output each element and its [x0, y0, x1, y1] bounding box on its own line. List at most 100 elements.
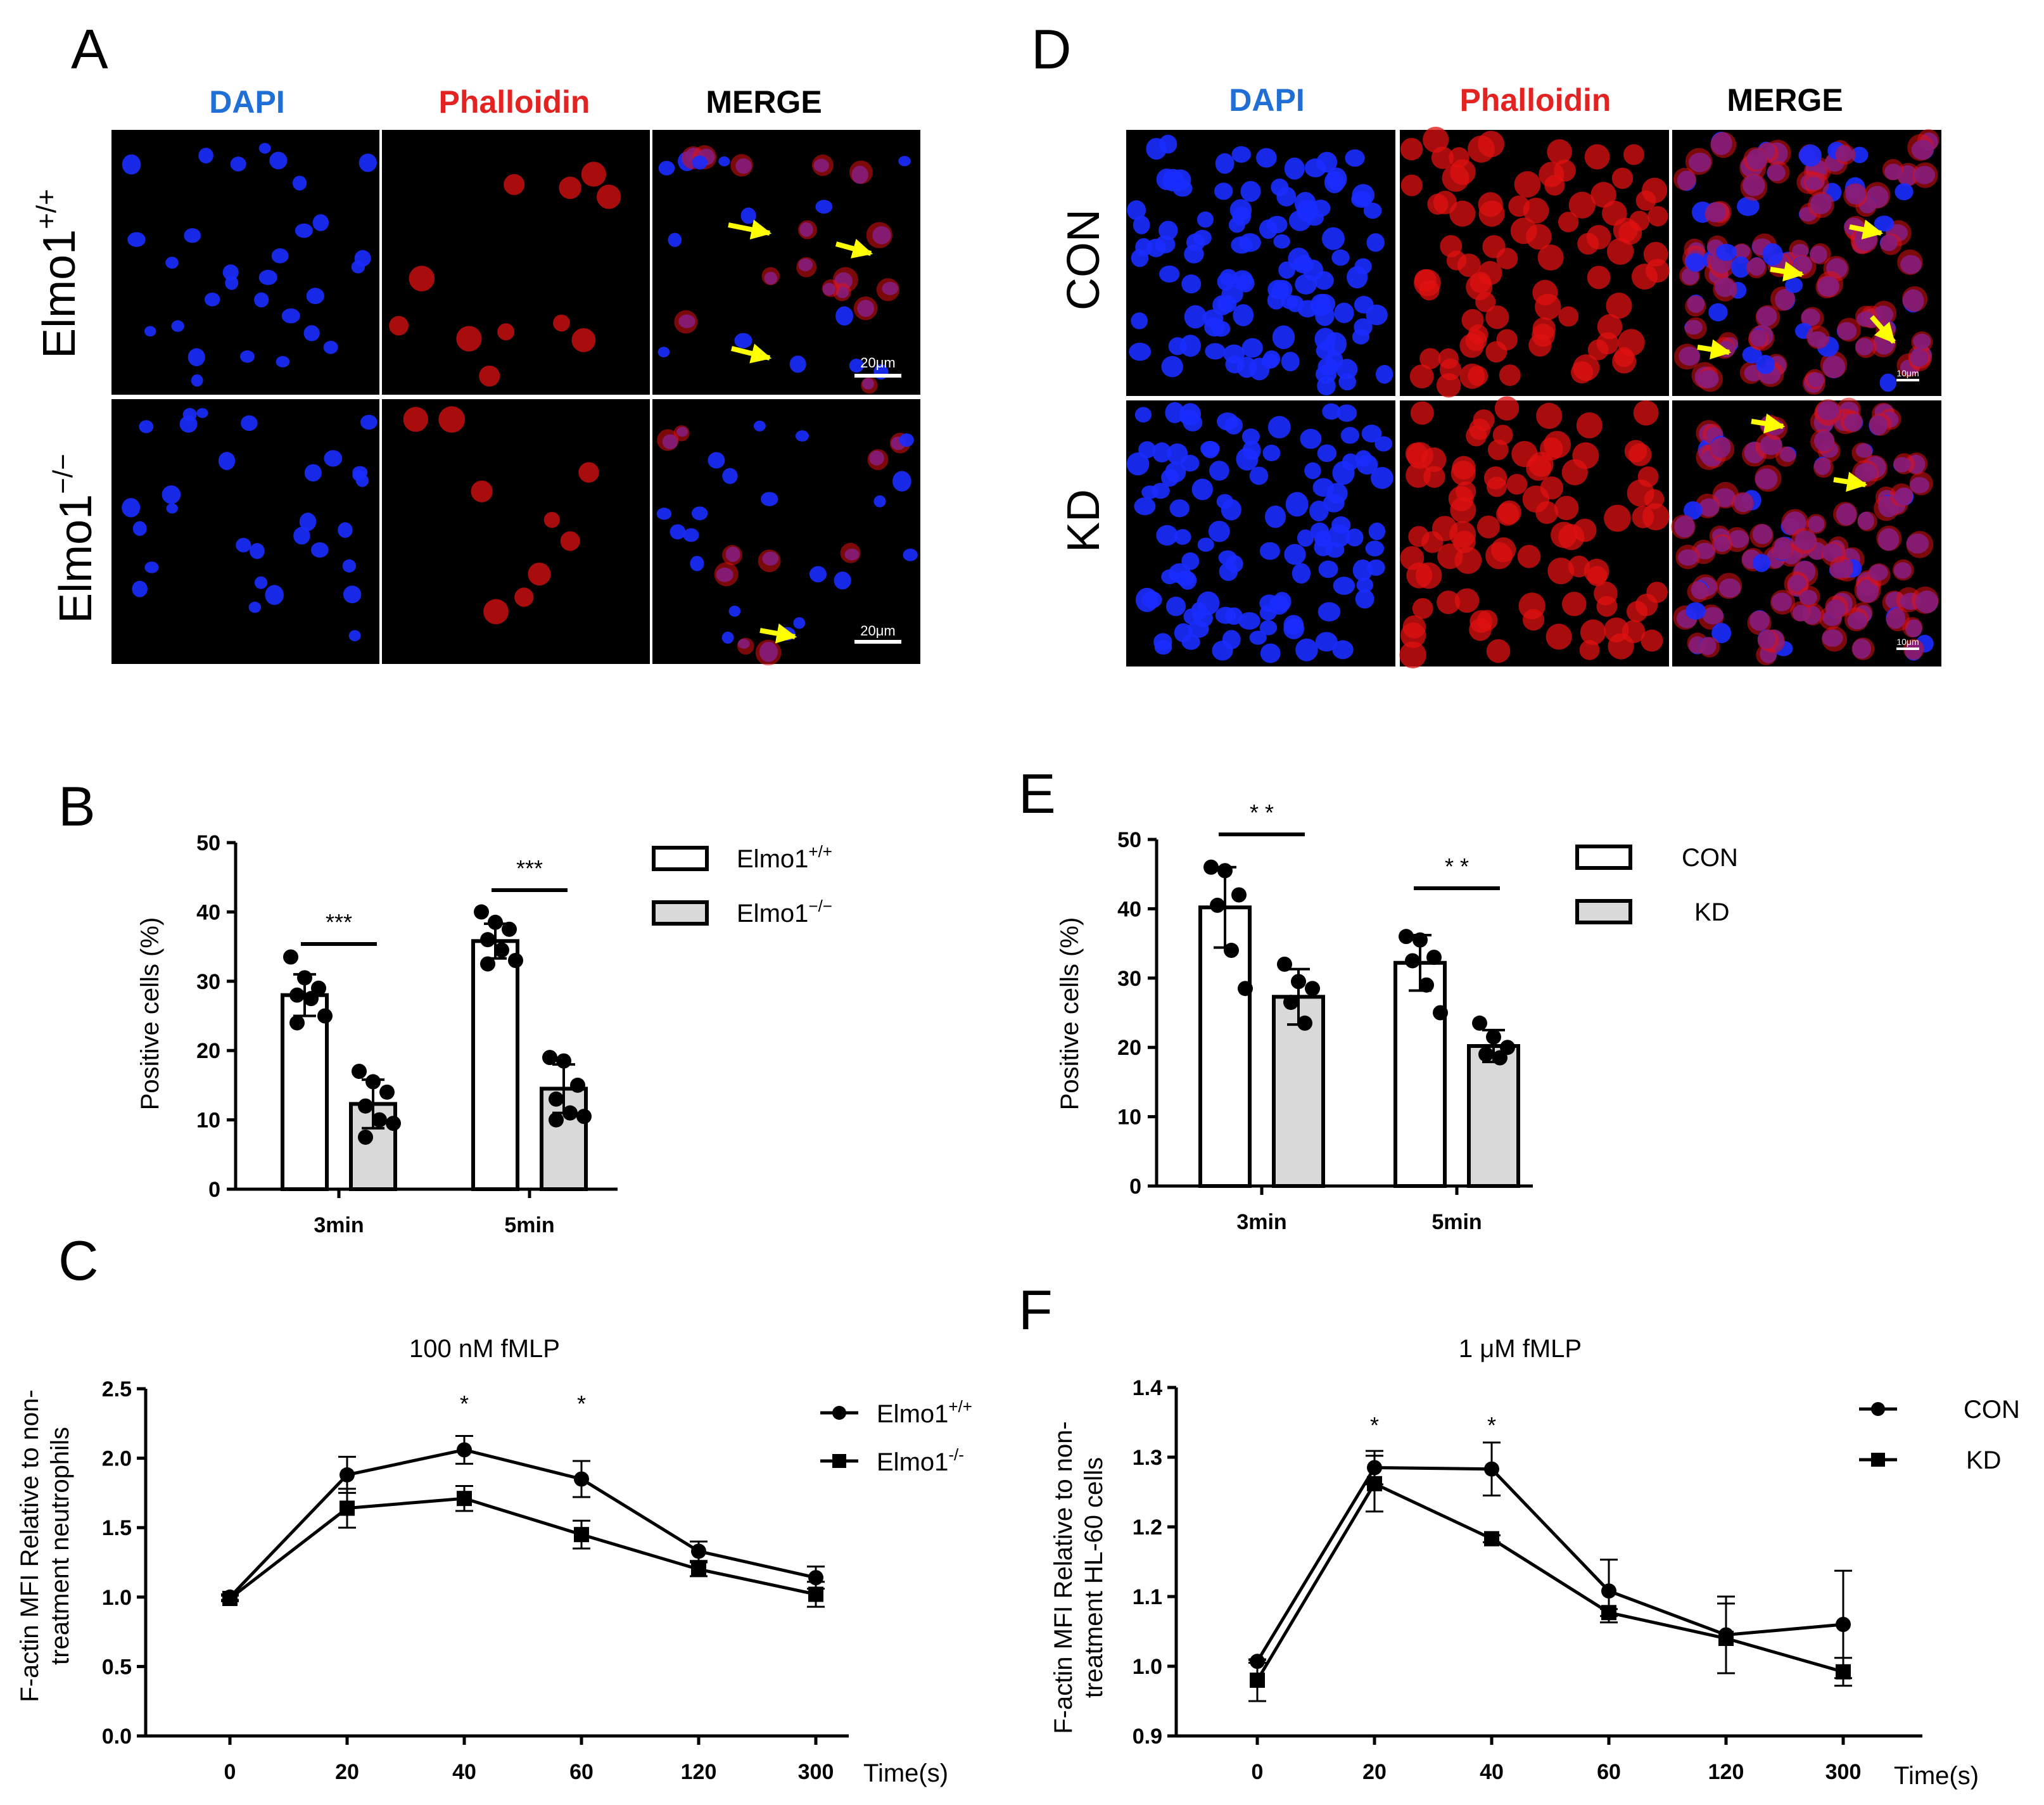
data-point: [1433, 1005, 1448, 1021]
micrograph-d-r0-dapi-nucleus: [1158, 220, 1178, 240]
significance-label: ***: [326, 909, 352, 935]
micrograph-d-r1-merge-actin: [1840, 410, 1863, 433]
y-tick-label: 0.9: [1133, 1725, 1162, 1749]
data-point: [1231, 887, 1247, 903]
chart-e-ylabel: Positive cells (%): [1056, 917, 1084, 1111]
x-tick-label: 20: [1362, 1760, 1387, 1784]
micrograph-a-r1-phal-actin: [543, 511, 560, 528]
data-point: [358, 1098, 373, 1114]
micrograph-a-r0-dapi-nucleus: [354, 250, 371, 267]
row-label-elmo1-wt: Elmo1+/+: [31, 189, 85, 359]
micrograph-d-r0-phal-actin: [1431, 146, 1454, 169]
micrograph-a-r0-merge-actin: [866, 222, 892, 248]
data-point: [1238, 981, 1253, 997]
micrograph-d-r0-dapi-nucleus: [1232, 206, 1252, 226]
micrograph-a-r0-merge-actin: [811, 154, 834, 176]
data-point: [549, 1091, 564, 1107]
micrograph-a-r0-phal: [382, 130, 650, 395]
x-tick-label: 300: [798, 1760, 834, 1784]
data-point-Elmo1-/-: [574, 1527, 589, 1543]
micrograph-d-r1-phal-actin: [1466, 425, 1487, 447]
legend-label-c-ko: Elmo1-/-: [877, 1445, 964, 1476]
micrograph-d-r0-dapi-nucleus: [1272, 325, 1295, 350]
micrograph-d-r0-merge-nucleus: [1736, 196, 1760, 216]
micrograph-d-r1-phal-actin: [1546, 623, 1572, 650]
micrograph-d-r0-phal-actin: [1499, 364, 1521, 386]
micrograph-d-r0-dapi-nucleus: [1133, 215, 1150, 234]
micrograph-d-r1-phal-actin: [1450, 497, 1476, 523]
micrograph-d-r1-dapi-nucleus: [1318, 560, 1338, 578]
micrograph-a-r0-dapi-nucleus: [127, 232, 146, 247]
y-tick-label: 1.1: [1133, 1585, 1162, 1609]
micrograph-d-r0-merge-actin: [1789, 239, 1809, 260]
micrograph-d-r0-merge-actin: [1907, 134, 1934, 161]
micrograph-d-r1-dapi-nucleus: [1312, 478, 1335, 497]
micrograph-d-r0-phal-actin: [1532, 323, 1555, 347]
x-tick-label: 60: [569, 1760, 594, 1784]
micrograph-d-r0-phal-actin: [1584, 144, 1610, 170]
micrograph-d-r1-dapi-nucleus: [1134, 407, 1152, 423]
micrograph-d-r1-phal-actin: [1454, 588, 1480, 613]
y-tick-label: 1.0: [1133, 1655, 1162, 1679]
micrograph-d-r0-merge-nucleus: [1708, 303, 1728, 322]
micrograph-d-r1-phal-actin: [1494, 396, 1520, 421]
micrograph-a-r0-dapi-nucleus: [306, 288, 324, 305]
y-tick-label: 0.5: [102, 1655, 132, 1679]
micrograph-d-r1-dapi-nucleus: [1300, 428, 1322, 449]
data-point-Elmo1+/+: [457, 1442, 472, 1458]
data-point: [1305, 981, 1320, 997]
legend-marker-f-con: [1871, 1402, 1885, 1416]
micrograph-d-r0-phal-actin: [1466, 273, 1493, 300]
micrograph-d-r1-dapi-nucleus: [1221, 499, 1241, 521]
legend-label-f-kd: KD: [1966, 1446, 2002, 1474]
data-point: [352, 1064, 367, 1080]
micrograph-a-r0-merge-actin: [861, 377, 878, 394]
micrograph-d-r1-dapi-nucleus: [1292, 563, 1311, 584]
micrograph-d-r0-merge-nucleus: [1895, 183, 1914, 201]
micrograph-a-r1-dapi-nucleus: [324, 450, 343, 467]
data-point: [379, 1084, 395, 1100]
micrograph-a-r0-merge-nucleus: [718, 156, 730, 167]
scale-label-a2: 20μm: [860, 623, 895, 639]
micrograph-d-r1-dapi-nucleus: [1297, 529, 1314, 547]
micrograph-d-r0-merge-actin: [1911, 331, 1933, 353]
data-point: [289, 987, 305, 1003]
micrograph-d-r0-dapi-nucleus: [1281, 352, 1300, 372]
micrograph-d-r1-merge-actin: [1906, 531, 1934, 558]
micrograph-d-r0-merge-actin: [1871, 300, 1897, 326]
micrograph-d-r1-dapi-nucleus: [1361, 424, 1382, 443]
x-tick-label: 3min: [314, 1213, 364, 1237]
data-point: [1478, 1047, 1494, 1062]
micrograph-d-r0-phal-actin: [1587, 339, 1609, 360]
legend-label-b-ko: Elmo1−/−: [737, 896, 832, 928]
micrograph-a-r1-dapi-nucleus: [352, 466, 368, 479]
micrograph-d-r1-dapi-nucleus: [1154, 640, 1172, 655]
micrograph-a-r1-dapi-nucleus: [304, 464, 322, 482]
micrograph-d-r1-dapi-nucleus: [1191, 478, 1213, 501]
micrograph-d-r0-phal-actin: [1647, 206, 1668, 227]
micrograph-a-r1-merge-nucleus: [728, 605, 741, 617]
micrograph-a-r1-merge-nucleus: [809, 566, 827, 583]
micrograph-d-r1-phal-actin: [1626, 601, 1648, 622]
micrograph-d-r1-phal-actin: [1561, 459, 1588, 486]
micrograph-a-r0-dapi-nucleus: [359, 153, 377, 172]
micrograph-d-r1-dapi-nucleus: [1345, 528, 1364, 547]
micrograph-a-r0-merge-actin: [822, 279, 840, 297]
micrograph-a-r0-phal-actin: [497, 323, 515, 341]
micrograph-a-r1-dapi-nucleus: [139, 420, 154, 433]
micrograph-d-r0-dapi-nucleus: [1311, 293, 1331, 317]
micrograph-d-r1-dapi-nucleus: [1179, 403, 1202, 426]
micrograph-d-r1-phal-actin: [1415, 562, 1442, 589]
micrograph-d-r0-merge: [1672, 129, 1941, 396]
micrograph-a-r0-merge-nucleus: [849, 359, 864, 373]
scale-bar-d2: [1896, 647, 1919, 650]
scale-bar-a1: [854, 374, 901, 378]
micrograph-d-r1-merge-actin: [1825, 595, 1849, 619]
micrograph-a-r1-merge-actin: [737, 637, 754, 655]
micrograph-d-r0-merge-nucleus: [1879, 373, 1896, 392]
data-point: [1217, 863, 1233, 879]
micrograph-d-r1-dapi-nucleus: [1322, 403, 1341, 420]
micrograph-d-r1-merge-actin: [1749, 523, 1774, 548]
data-point: [1486, 1029, 1501, 1045]
micrograph-a-r0-merge-nucleus: [668, 233, 682, 247]
